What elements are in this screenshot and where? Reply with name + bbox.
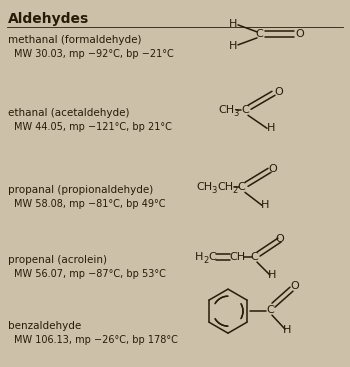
Text: C: C	[237, 182, 245, 192]
Text: MW 44.05, mp −121°C, bp 21°C: MW 44.05, mp −121°C, bp 21°C	[14, 122, 172, 132]
Text: CH: CH	[217, 182, 233, 192]
Text: MW 106.13, mp −26°C, bp 178°C: MW 106.13, mp −26°C, bp 178°C	[14, 335, 178, 345]
Text: C: C	[266, 305, 274, 315]
Text: O: O	[290, 281, 299, 291]
Text: CH: CH	[218, 105, 234, 115]
Text: H: H	[267, 123, 275, 133]
Text: H: H	[229, 41, 237, 51]
Text: 3: 3	[233, 109, 238, 118]
Text: propenal (acrolein): propenal (acrolein)	[8, 255, 107, 265]
Text: C: C	[208, 252, 216, 262]
Text: ethanal (acetaldehyde): ethanal (acetaldehyde)	[8, 108, 130, 118]
Text: O: O	[296, 29, 304, 39]
Text: O: O	[274, 87, 283, 97]
Text: H: H	[283, 325, 291, 335]
Text: Aldehydes: Aldehydes	[8, 12, 89, 26]
Text: C: C	[255, 29, 263, 39]
Text: propanal (propionaldehyde): propanal (propionaldehyde)	[8, 185, 153, 195]
Text: H: H	[261, 200, 270, 210]
Text: H: H	[268, 270, 277, 280]
Text: C: C	[241, 105, 249, 115]
Text: 2: 2	[232, 186, 237, 195]
Text: MW 58.08, mp −81°C, bp 49°C: MW 58.08, mp −81°C, bp 49°C	[14, 199, 166, 209]
Text: CH: CH	[196, 182, 212, 192]
Text: O: O	[268, 164, 277, 174]
Text: CH: CH	[229, 252, 245, 262]
Text: 3: 3	[211, 186, 216, 195]
Text: H: H	[195, 252, 203, 262]
Text: benzaldehyde: benzaldehyde	[8, 321, 81, 331]
Text: H: H	[229, 19, 237, 29]
Text: 2: 2	[203, 256, 208, 265]
Text: MW 56.07, mp −87°C, bp 53°C: MW 56.07, mp −87°C, bp 53°C	[14, 269, 166, 279]
Text: methanal (formaldehyde): methanal (formaldehyde)	[8, 35, 141, 45]
Text: MW 30.03, mp −92°C, bp −21°C: MW 30.03, mp −92°C, bp −21°C	[14, 49, 174, 59]
Text: C: C	[250, 252, 258, 262]
Text: O: O	[275, 234, 284, 244]
